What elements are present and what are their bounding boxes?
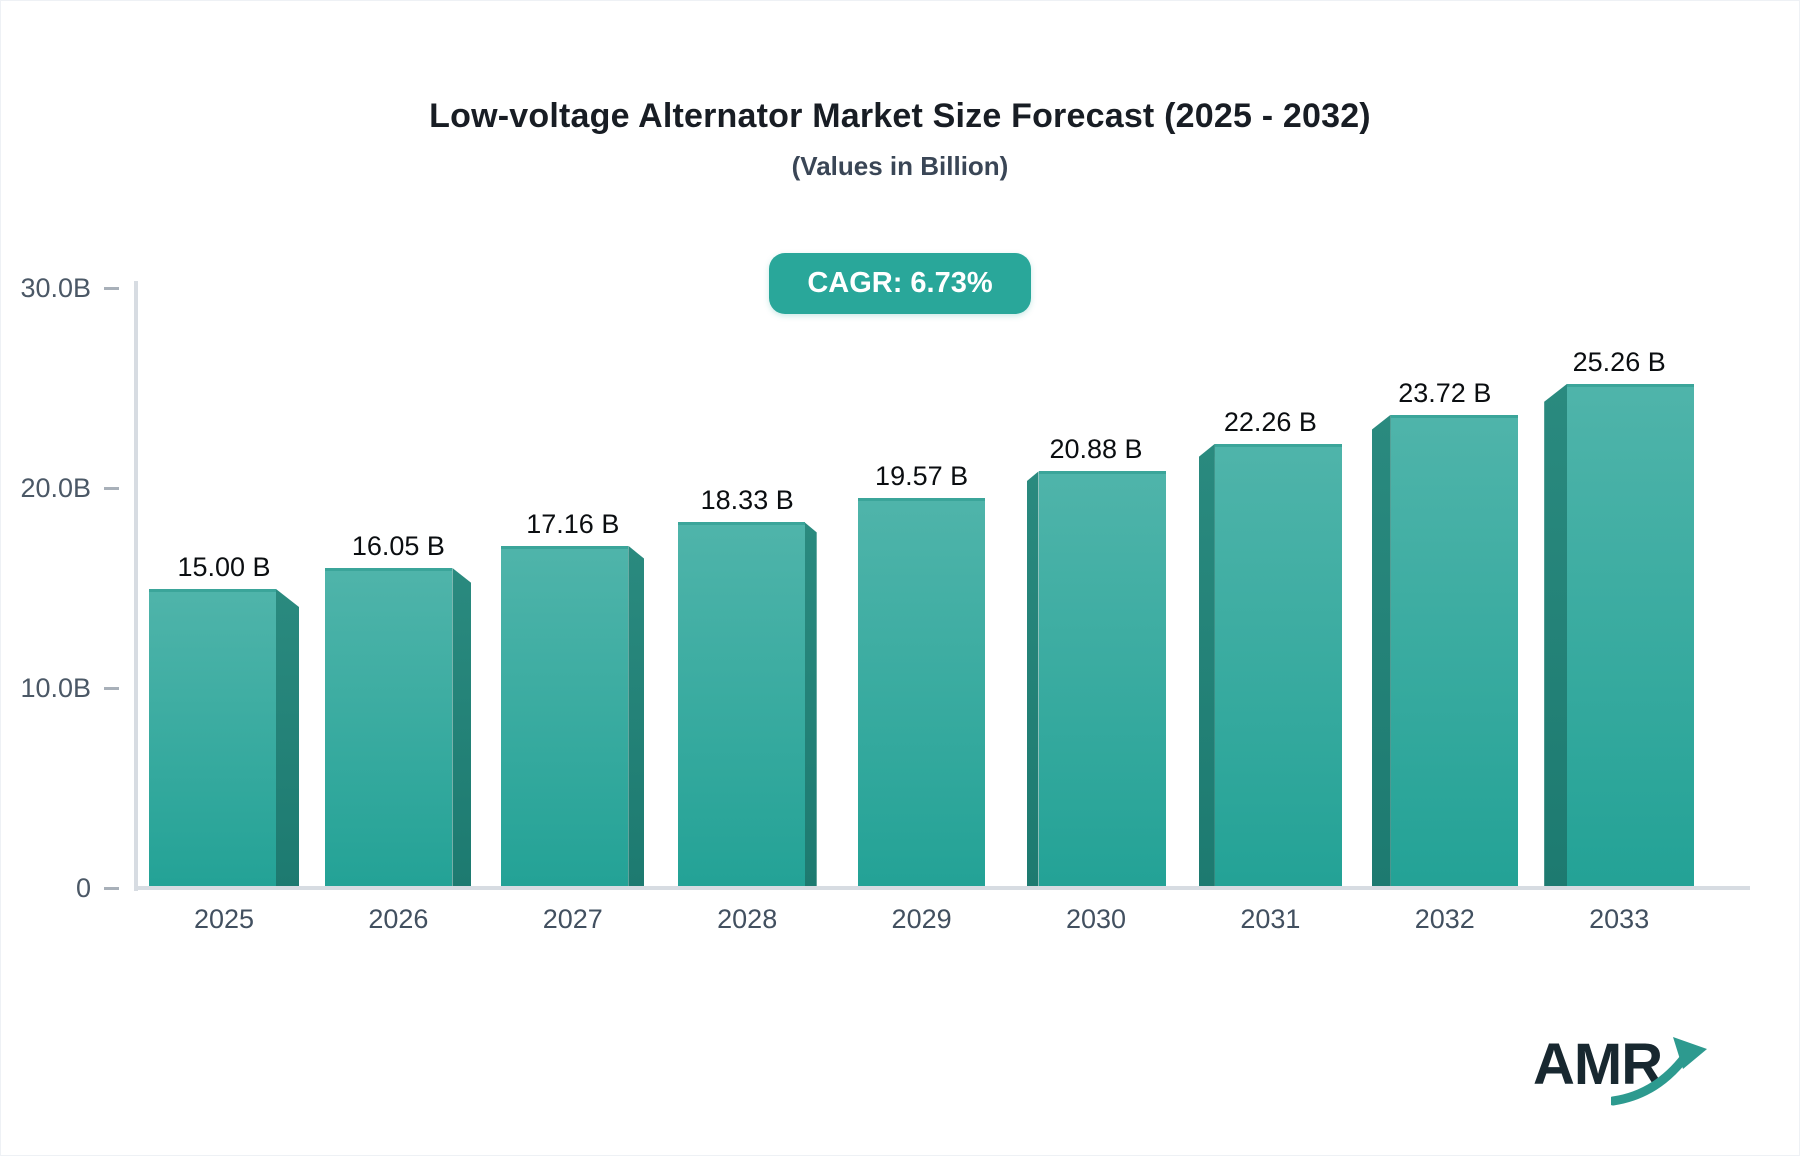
x-axis-label: 2027 bbox=[542, 904, 603, 934]
bar-side-panel bbox=[804, 522, 817, 889]
bar-value-label: 20.88 B bbox=[1049, 434, 1143, 465]
bar-face bbox=[501, 545, 629, 889]
x-axis-label: 2031 bbox=[1240, 904, 1301, 934]
bar-value-label: 23.72 B bbox=[1398, 377, 1492, 408]
bar-side-panel bbox=[628, 545, 645, 889]
bar-side-panel bbox=[452, 568, 472, 889]
bar-side-panel bbox=[276, 589, 299, 889]
x-axis-label: 2026 bbox=[368, 904, 429, 934]
bar-value-label: 22.26 B bbox=[1223, 406, 1317, 437]
y-axis-label: 10.0B bbox=[20, 673, 91, 703]
x-axis-label: 2025 bbox=[193, 904, 255, 934]
growth-arrow-icon bbox=[1611, 1037, 1707, 1106]
bar-face bbox=[1567, 383, 1695, 889]
x-axis-label: 2029 bbox=[891, 904, 952, 934]
y-axis-tick bbox=[104, 687, 119, 690]
x-axis-label: 2032 bbox=[1414, 904, 1475, 934]
bar-face bbox=[677, 522, 805, 889]
y-axis-label: 20.0B bbox=[20, 473, 91, 503]
bar-value-label: 19.57 B bbox=[875, 460, 969, 491]
cagr-badge-row: CAGR: 6.73% bbox=[1, 253, 1799, 314]
bar-2031[interactable] bbox=[1198, 443, 1342, 889]
bar-side-panel bbox=[1198, 443, 1215, 889]
bar-value-label: 18.33 B bbox=[700, 485, 794, 516]
y-axis-label: 30.0B bbox=[20, 273, 91, 303]
y-axis-tick bbox=[104, 887, 119, 890]
bar-2028[interactable] bbox=[677, 522, 817, 889]
bar-2026[interactable] bbox=[325, 568, 472, 889]
bar-face bbox=[858, 497, 986, 889]
amr-logo-text: AMR bbox=[1533, 1032, 1663, 1097]
chart-title: Low-voltage Alternator Market Size Forec… bbox=[429, 97, 1371, 135]
bar-value-label: 15.00 B bbox=[177, 552, 271, 582]
x-axis-baseline bbox=[134, 886, 1750, 890]
y-axis-tick bbox=[104, 487, 119, 490]
bar-value-label: 25.26 B bbox=[1572, 346, 1666, 377]
bar-face bbox=[1038, 471, 1166, 889]
amr-logo: AMR bbox=[1527, 1031, 1717, 1115]
bar-face bbox=[1390, 414, 1518, 889]
bar-side-panel bbox=[1544, 383, 1568, 889]
bar-2030[interactable] bbox=[1026, 471, 1166, 889]
bar-face bbox=[325, 568, 453, 889]
bar-side-panel bbox=[1026, 471, 1039, 889]
cagr-badge: CAGR: 6.73% bbox=[769, 253, 1031, 314]
bar-2027[interactable] bbox=[501, 545, 645, 889]
bar-side-panel bbox=[1371, 414, 1391, 889]
x-axis-label: 2030 bbox=[1065, 904, 1127, 934]
bar-face bbox=[149, 589, 276, 889]
bar-2033[interactable] bbox=[1544, 383, 1695, 889]
x-axis-label: 2028 bbox=[717, 904, 778, 934]
bar-2025[interactable] bbox=[149, 589, 299, 889]
y-axis-tick bbox=[104, 287, 119, 290]
bar-2029[interactable] bbox=[858, 497, 986, 889]
bar-face bbox=[1214, 443, 1342, 889]
y-axis-label: 0 bbox=[75, 873, 91, 903]
x-axis-label: 2033 bbox=[1589, 904, 1650, 934]
chart-subtitle: (Values in Billion) bbox=[791, 151, 1009, 181]
y-axis-line bbox=[134, 281, 138, 891]
bar-value-label: 16.05 B bbox=[351, 531, 445, 561]
bar-value-label: 17.16 B bbox=[526, 508, 620, 539]
bar-2032[interactable] bbox=[1371, 414, 1518, 889]
